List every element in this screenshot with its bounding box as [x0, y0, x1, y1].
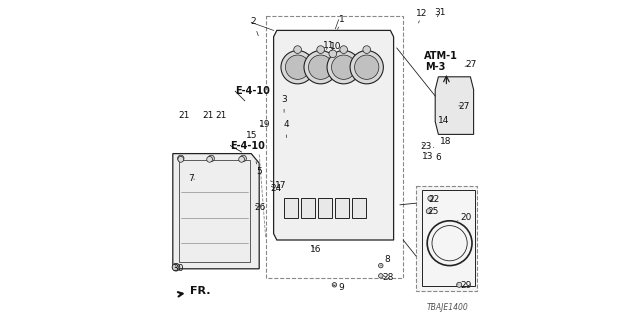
Circle shape — [350, 51, 383, 84]
Circle shape — [363, 46, 371, 53]
Text: 27: 27 — [458, 102, 470, 111]
Text: 24: 24 — [270, 184, 282, 193]
Text: 4: 4 — [283, 120, 289, 138]
Text: 28: 28 — [383, 273, 394, 282]
Text: 25: 25 — [428, 207, 438, 216]
Text: 30: 30 — [172, 264, 183, 273]
Text: E-4-10: E-4-10 — [230, 140, 265, 151]
Polygon shape — [352, 198, 366, 218]
Text: 18: 18 — [440, 137, 451, 146]
Text: 2: 2 — [251, 17, 259, 36]
Circle shape — [208, 155, 214, 162]
Text: E-4-10: E-4-10 — [236, 86, 270, 96]
Text: TBAJE1400: TBAJE1400 — [427, 303, 468, 312]
Circle shape — [327, 51, 360, 84]
Circle shape — [172, 263, 180, 271]
Text: 23: 23 — [421, 142, 432, 151]
Circle shape — [308, 55, 333, 79]
Circle shape — [294, 46, 301, 53]
Text: 21: 21 — [179, 111, 190, 120]
Text: 7: 7 — [188, 174, 195, 183]
Text: 29: 29 — [458, 281, 472, 290]
Circle shape — [281, 51, 314, 84]
Polygon shape — [435, 77, 474, 134]
Circle shape — [304, 51, 337, 84]
Circle shape — [378, 274, 383, 278]
Text: 27: 27 — [465, 60, 476, 69]
Text: 10: 10 — [330, 42, 341, 51]
Circle shape — [355, 55, 379, 79]
Circle shape — [340, 46, 348, 53]
Circle shape — [239, 156, 244, 162]
Text: 12: 12 — [416, 9, 428, 23]
Text: 16: 16 — [310, 245, 322, 254]
Text: 3: 3 — [281, 95, 287, 112]
Text: 9: 9 — [333, 284, 344, 292]
Circle shape — [457, 282, 462, 287]
Text: 21: 21 — [202, 111, 214, 120]
Text: 14: 14 — [438, 116, 450, 124]
Text: ATM-1: ATM-1 — [424, 51, 458, 61]
Polygon shape — [284, 198, 298, 218]
Text: 20: 20 — [458, 213, 472, 222]
Text: 31: 31 — [435, 8, 445, 17]
Circle shape — [426, 209, 431, 214]
Text: 19: 19 — [259, 120, 271, 129]
Text: 26: 26 — [254, 203, 266, 212]
Circle shape — [207, 156, 212, 162]
Circle shape — [332, 55, 356, 79]
Circle shape — [317, 46, 324, 53]
Text: 17: 17 — [270, 181, 287, 190]
Polygon shape — [274, 30, 394, 240]
Circle shape — [428, 196, 433, 201]
Text: 21: 21 — [215, 111, 227, 120]
Circle shape — [332, 283, 337, 287]
Polygon shape — [335, 198, 349, 218]
Text: 8: 8 — [381, 255, 390, 266]
Text: 6: 6 — [434, 147, 442, 162]
Text: 11: 11 — [323, 41, 335, 50]
Polygon shape — [318, 198, 332, 218]
Text: 22: 22 — [429, 195, 440, 204]
Text: 5: 5 — [256, 162, 262, 176]
Polygon shape — [416, 186, 477, 291]
Polygon shape — [301, 198, 316, 218]
Circle shape — [240, 155, 246, 162]
Text: 1: 1 — [338, 15, 344, 29]
Circle shape — [285, 55, 310, 79]
Text: 15: 15 — [246, 131, 258, 140]
Circle shape — [178, 155, 184, 162]
Circle shape — [378, 263, 383, 268]
Circle shape — [178, 156, 184, 162]
Text: 13: 13 — [422, 152, 433, 161]
Polygon shape — [173, 154, 259, 269]
Text: M-3: M-3 — [426, 62, 446, 72]
Text: FR.: FR. — [178, 286, 211, 297]
Circle shape — [329, 50, 337, 58]
